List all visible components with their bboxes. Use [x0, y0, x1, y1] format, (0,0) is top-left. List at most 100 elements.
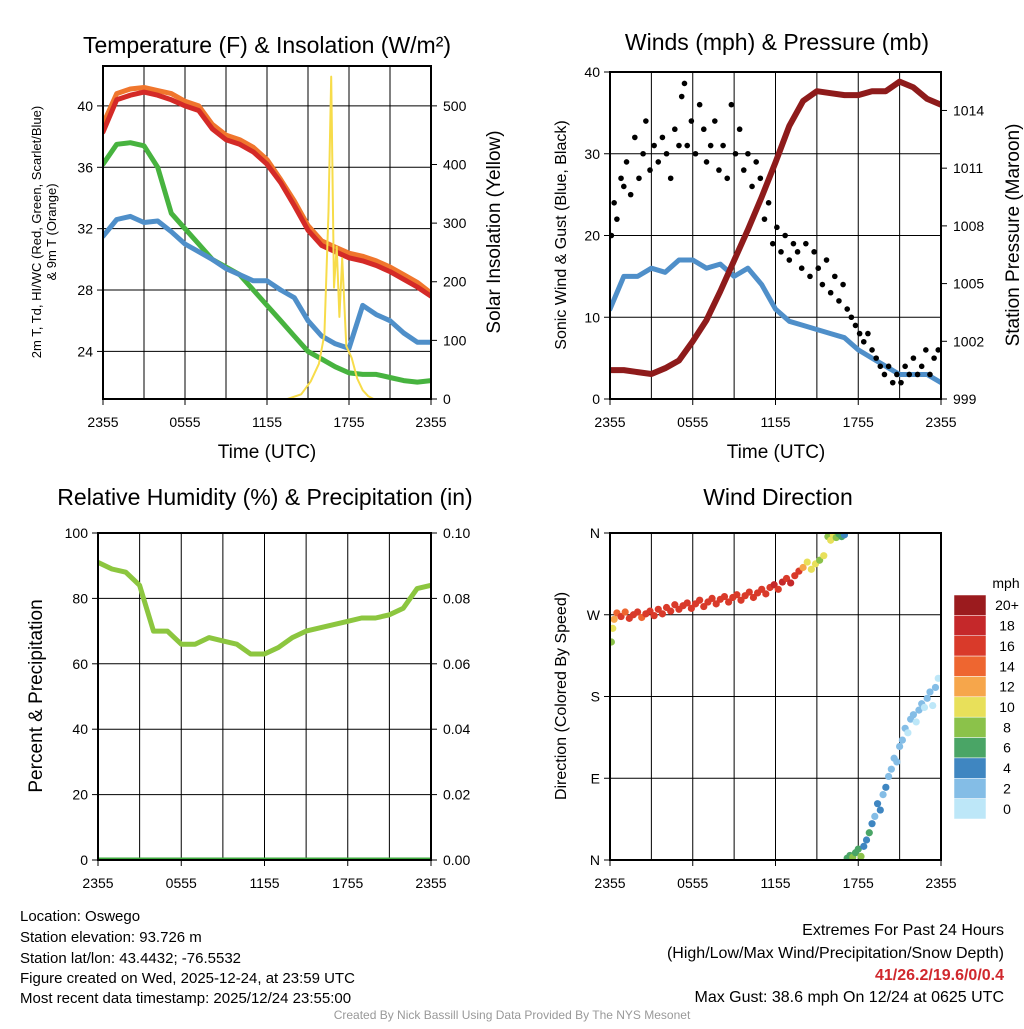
- y-tick-label: N: [590, 525, 600, 541]
- y-tick-label: 40: [72, 721, 88, 737]
- direction-point: [733, 591, 741, 599]
- y-tick-label: 100: [65, 525, 89, 541]
- direction-point: [671, 601, 679, 609]
- gust-point: [869, 347, 875, 353]
- plot-area: [610, 78, 941, 386]
- direction-point: [929, 701, 937, 710]
- gust-point: [712, 118, 718, 124]
- direction-point: [654, 605, 662, 613]
- gust-point: [636, 175, 642, 182]
- gust-point: [623, 159, 630, 165]
- gust-point: [827, 289, 834, 296]
- colorbar-label: 0: [1003, 801, 1011, 817]
- y-tick-label: 32: [77, 221, 93, 237]
- gust-point: [696, 101, 703, 108]
- direction-point: [884, 772, 893, 781]
- direction-point: [687, 604, 695, 612]
- colorbar-swatch: [953, 798, 987, 820]
- y-tick-label: W: [587, 607, 601, 623]
- direction-point: [774, 585, 782, 593]
- direction-point: [696, 596, 704, 604]
- x-tick-label: 2355: [594, 875, 625, 891]
- direction-point: [610, 638, 615, 646]
- winds-ylabel: Sonic Wind & Gust (Blue, Black): [553, 120, 570, 349]
- temp-ylabel: 2m T, Td, HI/WC (Red, Green, Scarlet/Blu…: [29, 106, 44, 358]
- series-line-td: [103, 140, 431, 385]
- y-right-tick-label: 1011: [953, 160, 983, 176]
- y-right-tick-label: 0.04: [443, 721, 470, 737]
- direction-point: [840, 533, 849, 539]
- gust-point: [774, 224, 780, 231]
- gust-point: [749, 183, 755, 190]
- y-right-tick-label: 0.08: [443, 590, 470, 606]
- gust-point: [790, 240, 797, 247]
- colorbar-label: 18: [999, 618, 1015, 634]
- direction-point: [909, 711, 918, 719]
- gust-point: [681, 80, 688, 87]
- gust-point: [811, 249, 817, 255]
- x-tick-label: 0555: [677, 414, 708, 430]
- direction-point: [708, 594, 716, 603]
- colorbar-swatch: [953, 655, 987, 677]
- gust-point: [620, 183, 627, 190]
- winds-xlabel: Time (UTC): [727, 442, 826, 463]
- x-tick-label: 1155: [760, 875, 790, 891]
- location-text: Location: Oswego: [20, 908, 140, 925]
- gust-point: [931, 355, 937, 361]
- gust-point: [786, 257, 793, 263]
- direction-point: [610, 615, 618, 623]
- direction-point: [799, 563, 807, 572]
- x-tick-label: 0555: [677, 875, 708, 891]
- y-right-tick-label: 0.02: [443, 787, 470, 803]
- gust-point: [889, 379, 896, 386]
- colorbar-swatch: [953, 757, 987, 779]
- direction-point: [893, 758, 901, 766]
- plot-frame: [102, 65, 432, 400]
- gust-point: [910, 355, 917, 361]
- gust-point: [618, 175, 624, 182]
- gust-point: [716, 167, 722, 173]
- gust-point: [672, 126, 678, 133]
- direction-point: [787, 579, 795, 587]
- x-tick-label: 1755: [843, 875, 874, 891]
- y-tick-label: N: [590, 852, 600, 868]
- colorbar-title: mph: [992, 575, 1019, 591]
- gust-point: [736, 126, 743, 133]
- direction-point: [920, 703, 929, 712]
- gust-point: [823, 257, 830, 263]
- gust-point: [803, 240, 809, 247]
- direction-point: [873, 800, 882, 808]
- direction-point: [816, 556, 824, 564]
- direction-point: [621, 608, 629, 616]
- direction-point: [667, 607, 675, 615]
- colorbar-label: 6: [1003, 740, 1011, 756]
- gust-point: [703, 159, 710, 165]
- gust-point: [927, 371, 933, 378]
- direction-point: [650, 612, 658, 620]
- wind-direction-title: Wind Direction: [703, 484, 853, 510]
- y-right-tick-label: 500: [443, 98, 467, 114]
- direction-point: [807, 565, 815, 573]
- temp-ylabel-2: & 9m T (Orange): [44, 183, 59, 280]
- gust-point: [877, 363, 884, 370]
- plot-area: [103, 75, 431, 399]
- gust-point: [676, 142, 682, 149]
- gust-point: [667, 175, 674, 182]
- gust-point: [688, 118, 695, 124]
- gust-point: [815, 265, 822, 272]
- direction-point: [617, 612, 625, 621]
- direction-point: [876, 806, 884, 814]
- gust-point: [873, 355, 879, 361]
- direction-point: [720, 592, 729, 601]
- gust-point: [885, 363, 892, 370]
- x-tick-label: 0555: [169, 414, 200, 430]
- colorbar-label: 12: [999, 679, 1015, 695]
- y-right-tick-label: 0: [443, 391, 451, 407]
- plot-area: [610, 533, 941, 860]
- gust-point: [720, 142, 726, 149]
- credit-text: Created By Nick Bassill Using Data Provi…: [334, 1008, 691, 1022]
- gust-point: [836, 298, 842, 304]
- direction-point: [871, 812, 879, 821]
- colorbar-label: 4: [1003, 760, 1011, 776]
- direction-point: [854, 845, 862, 853]
